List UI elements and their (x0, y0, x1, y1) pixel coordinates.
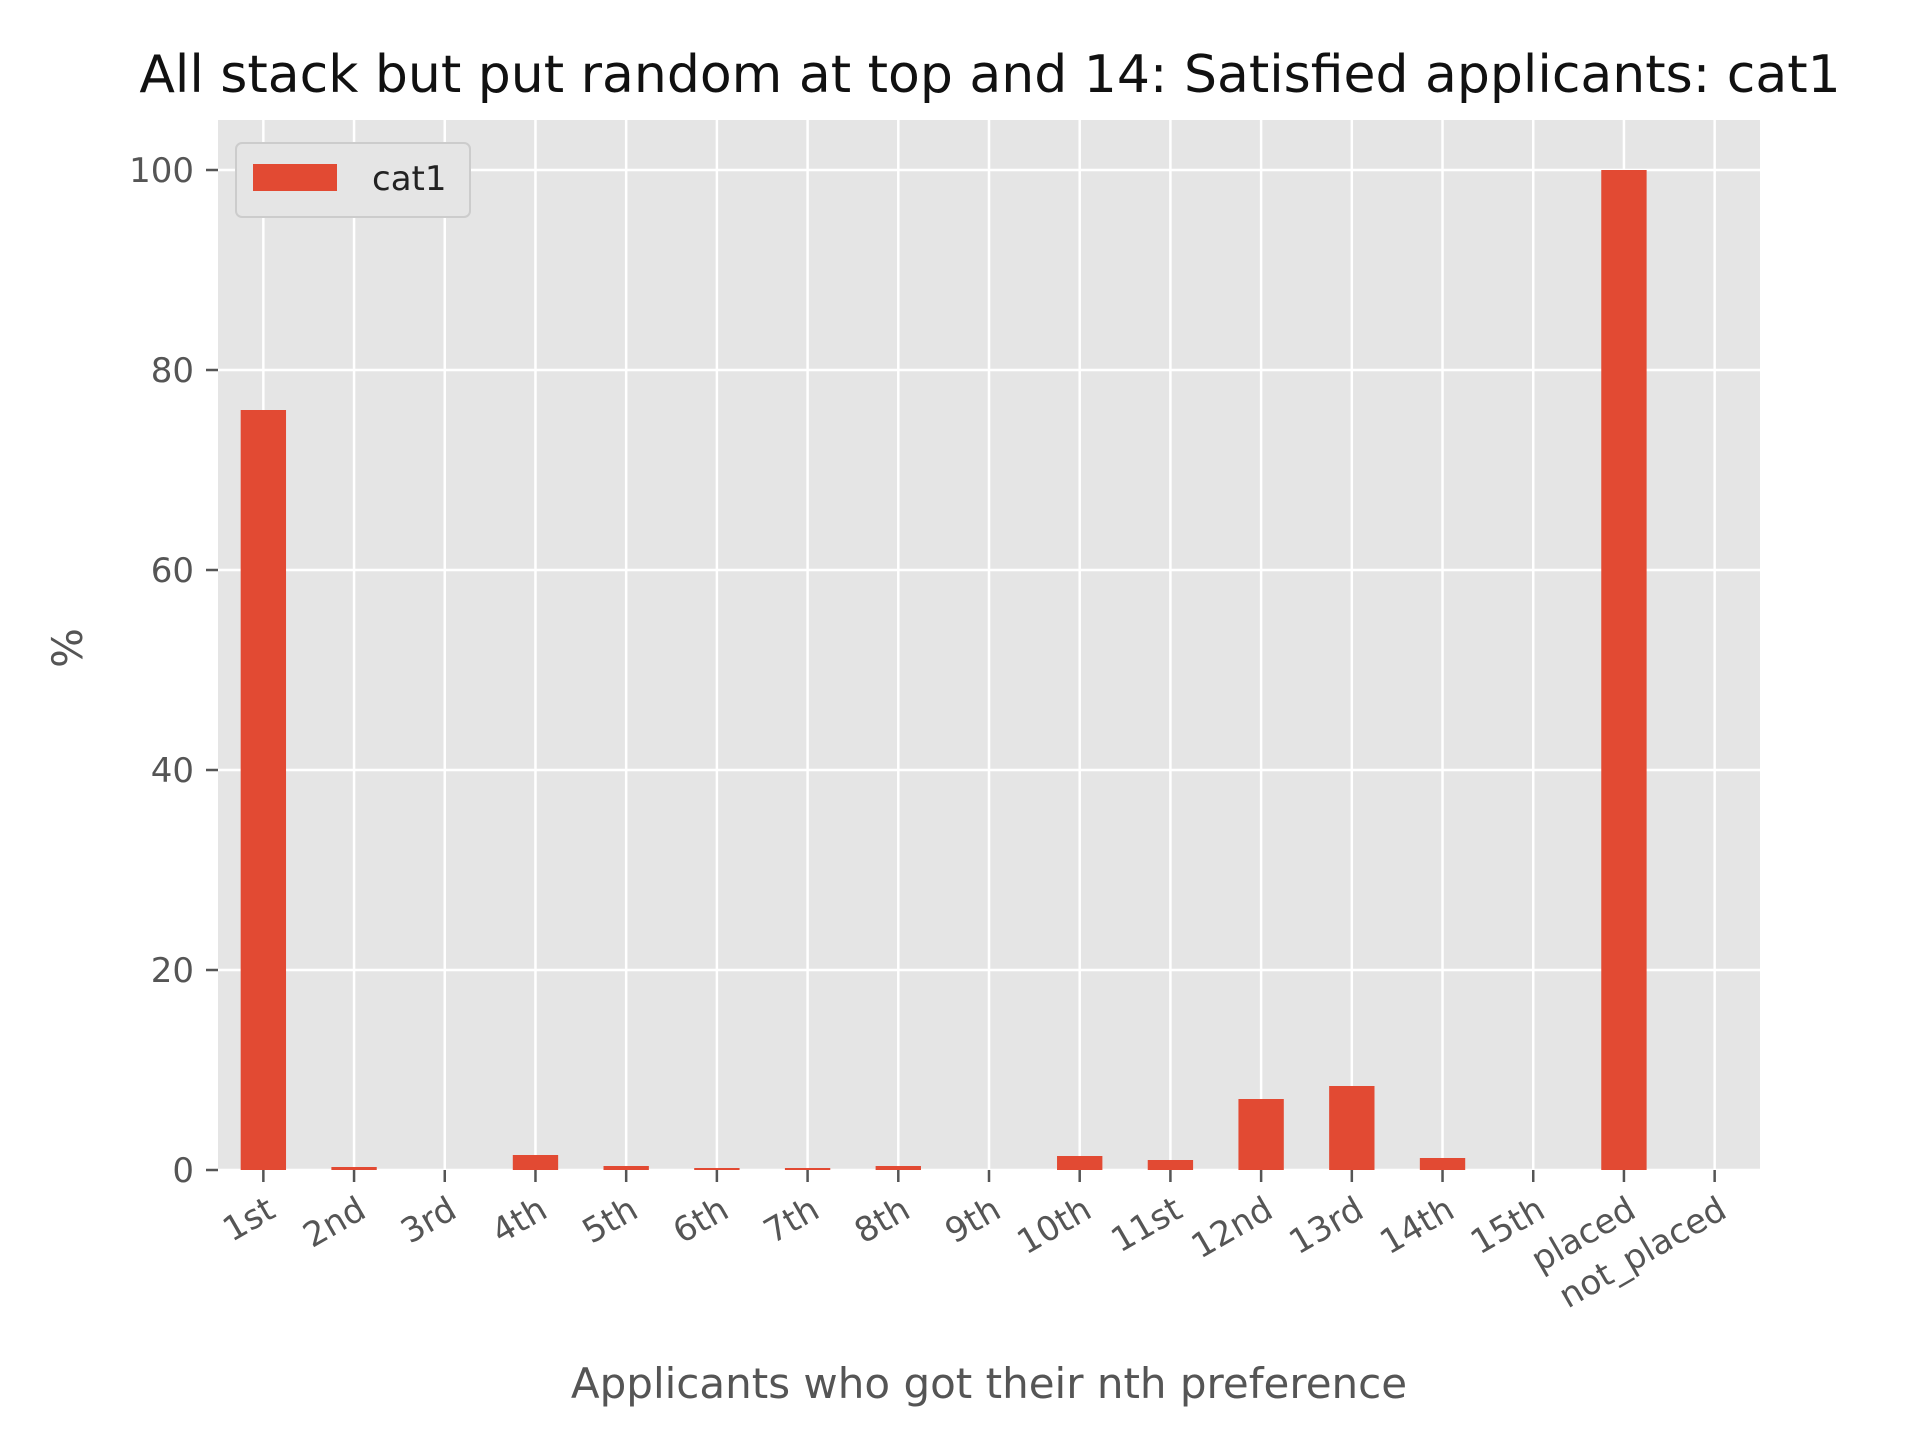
x-axis-label: Applicants who got their nth preference (571, 1359, 1407, 1408)
y-axis: 0 20 40 60 80 100 (129, 151, 218, 1191)
bar-13rd (1329, 1086, 1375, 1170)
x-tick-label: 4th (485, 1189, 554, 1252)
x-tick-label: 10th (1011, 1189, 1099, 1263)
y-axis-label: % (43, 628, 92, 668)
legend-label-cat1: cat1 (372, 159, 447, 199)
x-tick-label: 8th (848, 1189, 917, 1252)
y-tick-label: 80 (151, 351, 194, 391)
bar-2nd (331, 1167, 377, 1170)
bar-14th (1419, 1158, 1466, 1170)
bar-5th (603, 1166, 649, 1170)
legend-swatch-cat1 (253, 164, 337, 191)
x-tick-label: 14th (1373, 1189, 1461, 1263)
x-tick-label: 11st (1105, 1189, 1189, 1261)
legend: cat1 (235, 142, 471, 218)
x-tick-label: 13rd (1283, 1189, 1371, 1263)
y-tick-label: 0 (172, 1151, 194, 1191)
bar-11st (1147, 1160, 1194, 1170)
x-tick-label: 1st (216, 1189, 282, 1250)
y-tick-label: 100 (129, 151, 194, 191)
x-tick-label: 12nd (1185, 1189, 1280, 1267)
bar-12nd (1238, 1099, 1284, 1170)
x-tick-label: 9th (939, 1189, 1008, 1252)
bar-6th (694, 1168, 740, 1170)
x-tick-label: 6th (666, 1189, 735, 1252)
bar-10th (1057, 1156, 1103, 1170)
bar-placed (1601, 170, 1647, 1170)
y-tick-label: 40 (151, 751, 194, 791)
chart-title: All stack but put random at top and 14: … (139, 45, 1840, 105)
bar-7th (784, 1168, 831, 1170)
x-tick-label: 3rd (394, 1189, 463, 1252)
legend-box (235, 142, 471, 218)
y-tick-label: 20 (151, 951, 194, 991)
bar-1st (240, 410, 287, 1170)
x-tick-label: 2nd (296, 1189, 372, 1256)
x-tick-label: 5th (576, 1189, 645, 1252)
bar-4th (512, 1155, 559, 1170)
x-tick-label: 7th (757, 1189, 826, 1252)
bar-8th (875, 1166, 921, 1170)
bars (240, 170, 1647, 1170)
y-tick-label: 60 (151, 551, 194, 591)
